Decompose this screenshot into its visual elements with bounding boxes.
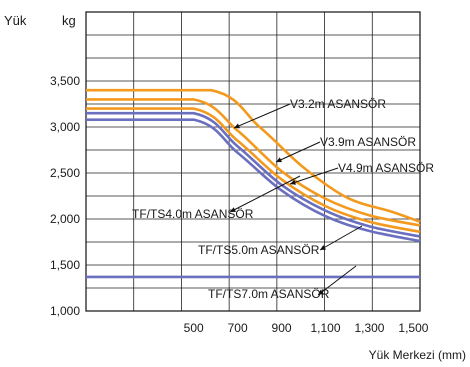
series-label-v39: V3.9m ASANSÖR: [320, 135, 416, 149]
leader-line-tf40: [229, 175, 301, 213]
plot-border: [85, 11, 421, 312]
series-line-tf40: [86, 111, 421, 238]
arrowhead-v39: [276, 157, 282, 163]
y-tick-label: 2,500: [50, 166, 80, 180]
series-label-tf40: TF/TS4.0m ASANSÖR: [132, 207, 254, 221]
x-tick-label: 1,500: [398, 321, 428, 335]
x-tick-label: 700: [228, 321, 248, 335]
y-axis-ticks: 1,000 1,500 2,000 2,500 3,000 3,500: [50, 74, 80, 318]
y-unit: kg: [62, 13, 76, 28]
x-tick-label: 500: [184, 321, 204, 335]
series-label-tf70: TF/TS7.0m ASANSÖR: [208, 287, 330, 301]
arrowhead-tf40: [230, 207, 236, 212]
y-tick-label: 1,000: [50, 304, 80, 318]
y-tick-label: 1,500: [50, 258, 80, 272]
arrowhead-v49: [290, 179, 296, 185]
x-tick-label: 1,100: [310, 321, 340, 335]
grid: [86, 12, 420, 311]
series-line-v32: [86, 88, 421, 223]
series-line-tf50: [86, 118, 421, 243]
leader-line-v49: [289, 167, 339, 185]
series-label-v49: V4.9m ASANSÖR: [338, 161, 434, 175]
arrowhead-tf50: [320, 245, 326, 250]
x-tick-label: 1,300: [354, 321, 384, 335]
x-axis-ticks: 500 700 900 1,100 1,300 1,500: [184, 321, 429, 335]
leader-line-tf70: [317, 265, 357, 296]
leader-line-v39: [275, 141, 321, 163]
x-tick-label: 900: [272, 321, 292, 335]
y-tick-label: 3,500: [50, 74, 80, 88]
plot-frame: [85, 11, 421, 312]
y-tick-label: 3,000: [50, 120, 80, 134]
y-unit-label: Yük: [4, 13, 27, 28]
series-lines: [86, 88, 421, 279]
series-label-tf50: TF/TS5.0m ASANSÖR: [198, 243, 320, 257]
x-axis-label: Yük Merkezi (mm): [369, 348, 466, 362]
arrowhead-v32: [234, 123, 240, 129]
series-label-v32: V3.2m ASANSÖR: [290, 97, 386, 111]
leader-line-tf50: [319, 225, 363, 251]
annotations: V3.2m ASANSÖR V3.9m ASANSÖR V4.9m ASANSÖR T…: [132, 97, 434, 301]
leader-line-v32: [233, 103, 291, 129]
y-tick-label: 2,000: [50, 212, 80, 226]
arrowhead-tf70: [318, 289, 324, 295]
series-line-v39: [86, 98, 421, 227]
series-line-v49: [86, 107, 421, 234]
